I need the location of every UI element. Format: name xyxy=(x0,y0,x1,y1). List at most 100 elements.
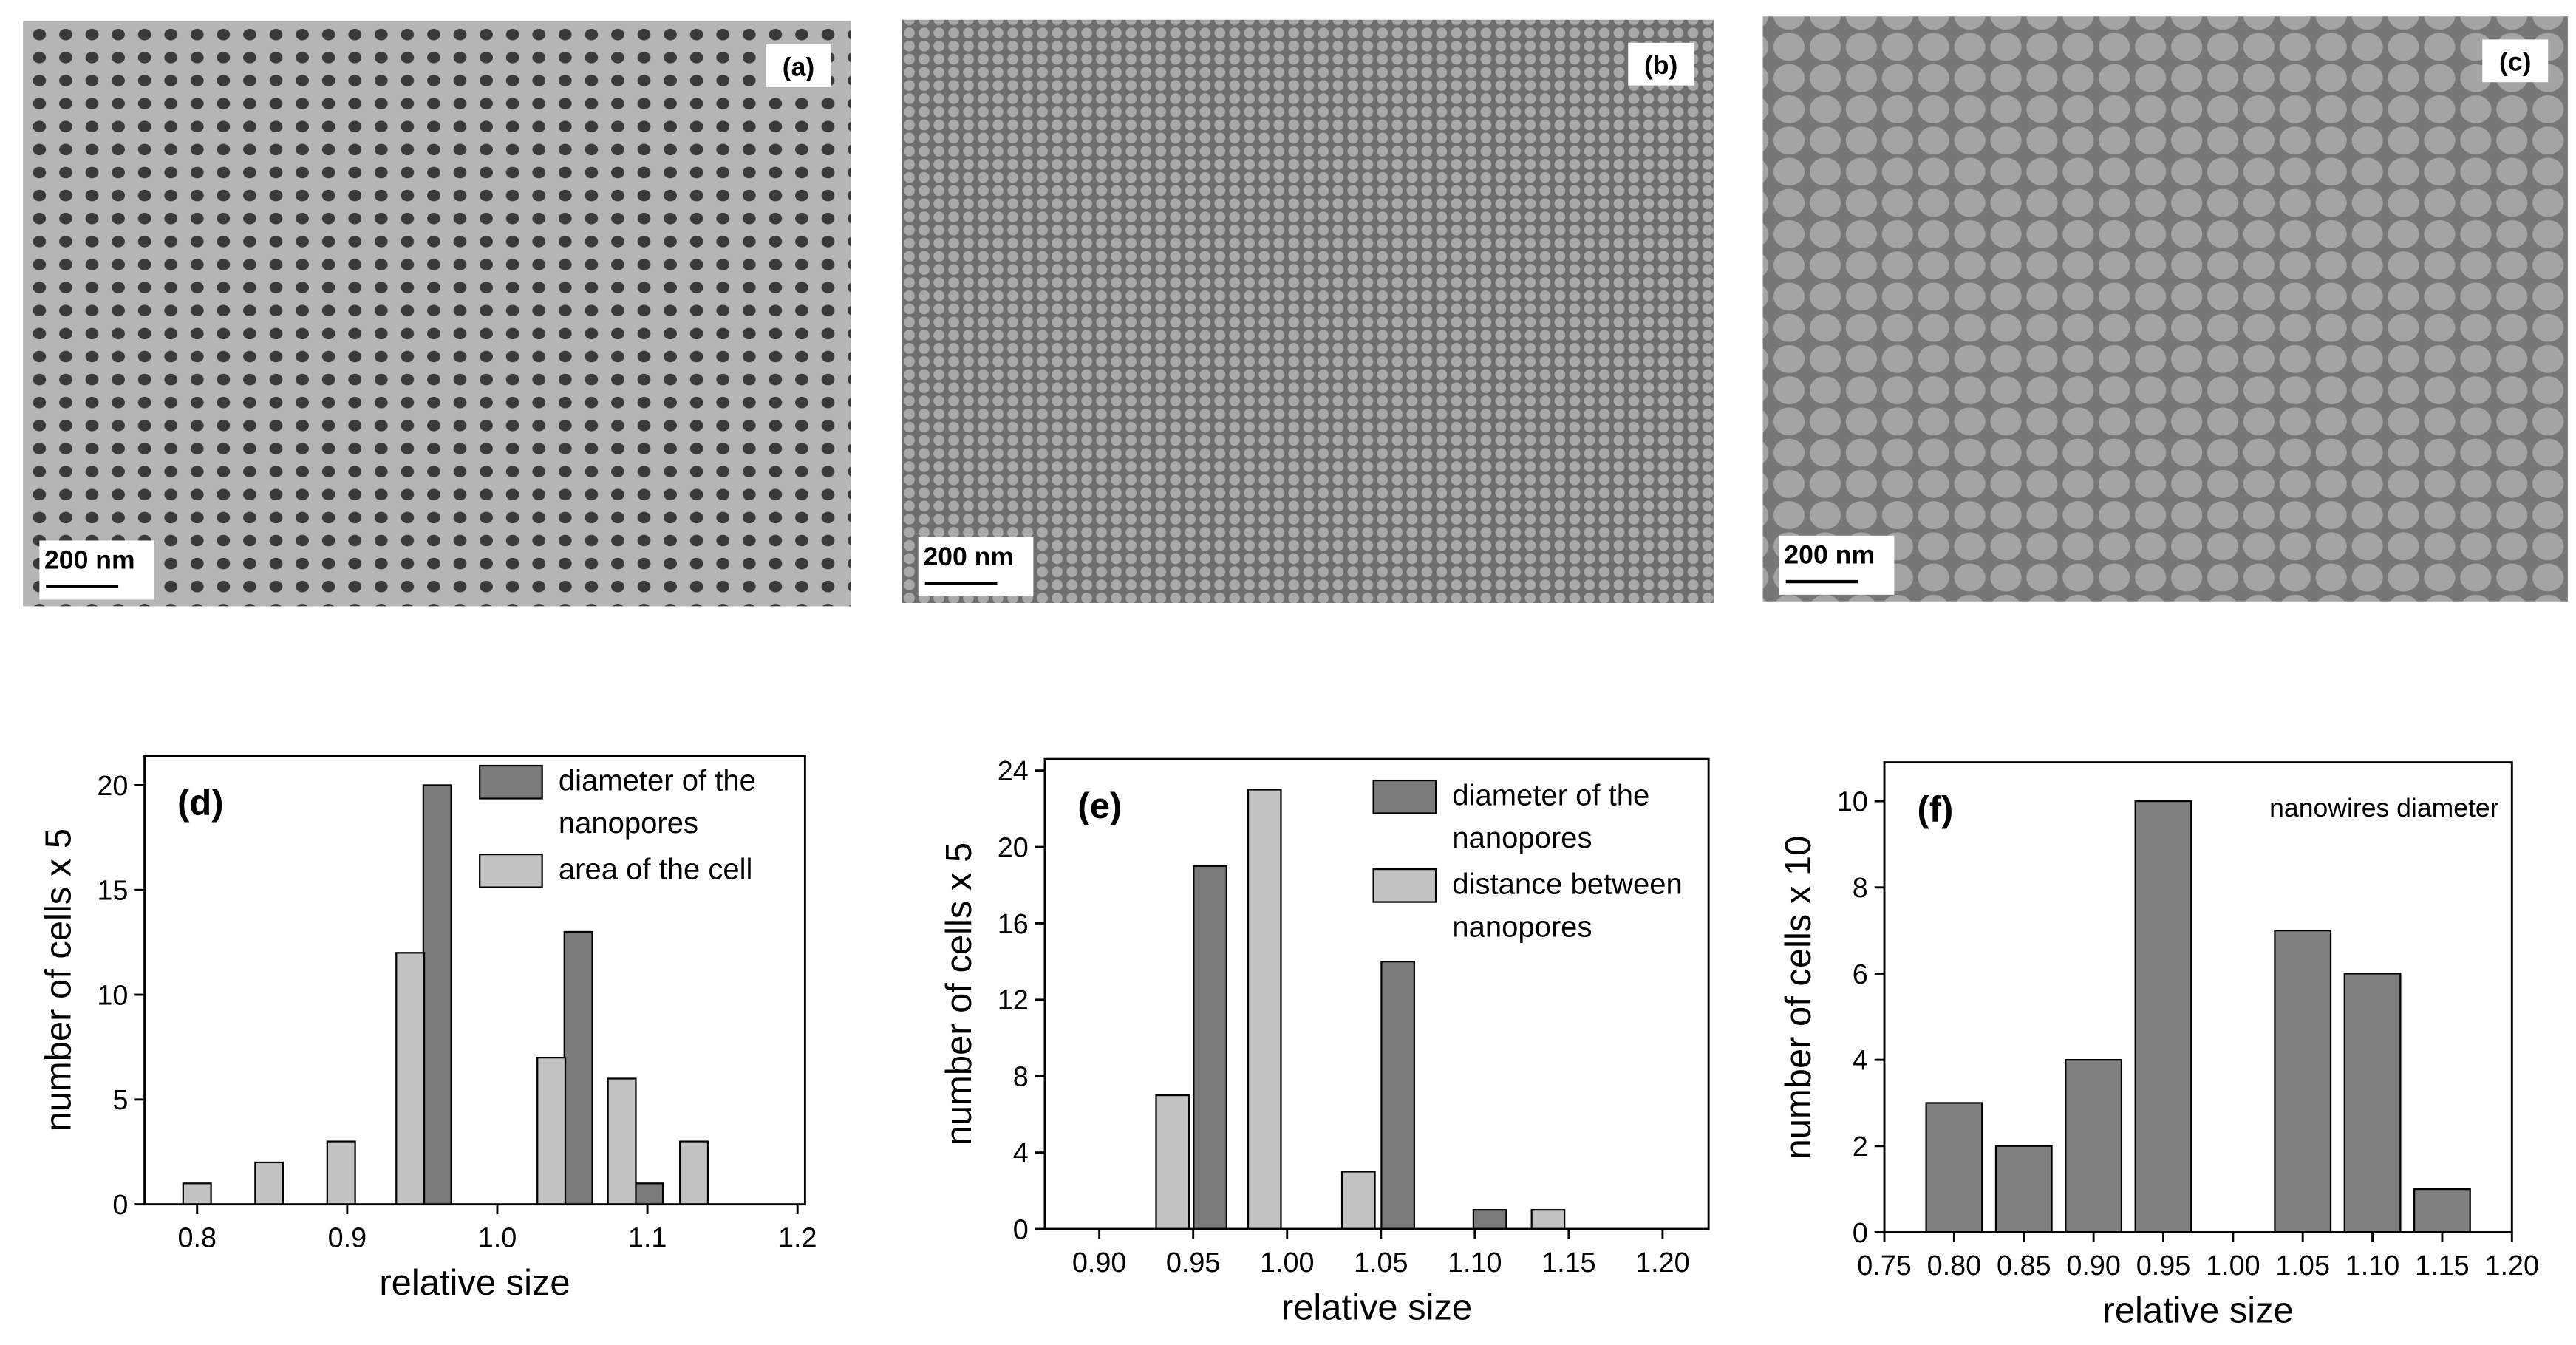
x-tick-label: 0.95 xyxy=(1166,1247,1221,1278)
y-tick-label: 20 xyxy=(998,832,1029,863)
panel-label: (f) xyxy=(1917,790,1953,830)
x-tick-label: 0.90 xyxy=(2066,1250,2121,1281)
legend-swatch xyxy=(1372,868,1437,903)
y-tick-label: 8 xyxy=(1853,873,1868,904)
bar xyxy=(634,1182,664,1205)
bar xyxy=(2343,973,2402,1233)
legend-swatch xyxy=(1372,779,1437,814)
bar xyxy=(536,1057,567,1205)
bar xyxy=(1994,1145,2053,1233)
image-label: (c) xyxy=(2499,47,2531,77)
bar xyxy=(254,1161,284,1205)
image-label: (b) xyxy=(1644,50,1677,80)
y-tick-label: 0 xyxy=(112,1190,128,1221)
annotation: nanowires diameter xyxy=(2269,793,2498,823)
bar xyxy=(2274,930,2332,1233)
y-tick-label: 8 xyxy=(1013,1062,1029,1093)
legend-box: diameter of the nanopores xyxy=(558,763,756,840)
scale-box xyxy=(39,540,154,600)
y-tick-label: 24 xyxy=(998,756,1029,787)
image-label: (a) xyxy=(783,52,814,81)
scale-text: 200 nm xyxy=(923,542,1014,571)
bar xyxy=(607,1077,637,1205)
plot-frame xyxy=(1883,761,2513,1233)
y-tick-label: 2 xyxy=(1853,1131,1868,1162)
x-tick-label: 1.00 xyxy=(2206,1250,2260,1281)
y-tick-label: 6 xyxy=(1853,959,1868,990)
bar xyxy=(1193,865,1227,1230)
y-axis-label: number of cells x 10 xyxy=(1779,836,1819,1160)
panel-label: (e) xyxy=(1077,786,1122,826)
x-tick-label: 0.85 xyxy=(1997,1250,2051,1281)
bar xyxy=(1472,1209,1507,1230)
x-tick-label: 1.05 xyxy=(1354,1247,1408,1278)
sem-image-c xyxy=(1762,16,2568,602)
plot-frame xyxy=(143,755,806,1206)
x-tick-label: 1.15 xyxy=(1541,1247,1596,1278)
y-tick-label: 10 xyxy=(97,980,128,1011)
x-tick-label: 0.80 xyxy=(1927,1250,1982,1281)
scale-text: 200 nm xyxy=(44,545,135,574)
legend-box: diameter of the nanopores xyxy=(1452,778,1650,855)
bar xyxy=(1925,1102,1983,1233)
legend-swatch xyxy=(479,764,543,800)
x-tick-label: 1.10 xyxy=(2345,1250,2400,1281)
bar xyxy=(182,1182,212,1205)
x-axis-label: relative size xyxy=(379,1263,570,1303)
legend-box: distance between nanopores xyxy=(1452,867,1683,944)
bar xyxy=(1530,1209,1566,1230)
bar xyxy=(679,1140,709,1205)
legend-label: distance between nanopores xyxy=(1452,867,1683,944)
y-axis-label: number of cells x 5 xyxy=(39,828,79,1131)
x-tick-label: 0.95 xyxy=(2136,1250,2191,1281)
legend-label: diameter of the nanopores xyxy=(1452,778,1650,855)
y-tick-label: 0 xyxy=(1013,1214,1029,1245)
x-tick-label: 1.20 xyxy=(1635,1247,1690,1278)
y-tick-label: 15 xyxy=(97,876,128,907)
bar xyxy=(1380,961,1415,1230)
scale-box xyxy=(1779,535,1895,595)
bar xyxy=(2413,1188,2471,1233)
x-tick-label: 1.10 xyxy=(1448,1247,1502,1278)
legend-swatch xyxy=(479,853,543,888)
y-tick-label: 4 xyxy=(1013,1138,1029,1169)
bar xyxy=(563,930,593,1205)
x-axis-label: relative size xyxy=(1281,1287,1472,1327)
x-tick-label: 1.0 xyxy=(478,1222,517,1253)
y-tick-label: 10 xyxy=(1837,786,1868,817)
y-tick-label: 12 xyxy=(998,985,1029,1016)
label-box xyxy=(1628,42,1694,86)
label-box xyxy=(766,44,831,87)
plot-frame xyxy=(1043,757,1710,1230)
y-tick-label: 0 xyxy=(1853,1218,1868,1249)
y-axis-label: number of cells x 5 xyxy=(939,842,979,1145)
sem-image-b xyxy=(902,19,1714,603)
x-tick-label: 1.00 xyxy=(1260,1247,1315,1278)
legend-label: area of the cell xyxy=(558,852,753,886)
scale-box xyxy=(918,537,1034,597)
y-tick-label: 16 xyxy=(998,909,1029,940)
bar xyxy=(1155,1094,1190,1230)
x-tick-label: 1.20 xyxy=(2485,1250,2540,1281)
y-tick-label: 5 xyxy=(112,1085,128,1116)
x-tick-label: 1.05 xyxy=(2275,1250,2330,1281)
x-tick-label: 1.15 xyxy=(2415,1250,2470,1281)
panel-label: (d) xyxy=(177,783,223,823)
x-tick-label: 0.9 xyxy=(328,1222,367,1253)
x-tick-label: 0.90 xyxy=(1072,1247,1127,1278)
label-box xyxy=(2482,39,2549,83)
scale-text: 200 nm xyxy=(1784,540,1875,570)
y-tick-label: 4 xyxy=(1853,1045,1868,1076)
sem-image-a xyxy=(23,21,851,607)
legend-box: area of the cell xyxy=(558,852,753,886)
bar xyxy=(1247,789,1282,1230)
bar xyxy=(2065,1059,2123,1233)
y-tick-label: 20 xyxy=(97,771,128,802)
legend-label: diameter of the nanopores xyxy=(558,763,756,840)
bar xyxy=(2134,800,2192,1233)
bar xyxy=(395,952,426,1205)
x-axis-label: relative size xyxy=(2103,1291,2294,1331)
x-tick-label: 0.75 xyxy=(1857,1250,1912,1281)
bar xyxy=(1340,1171,1376,1230)
